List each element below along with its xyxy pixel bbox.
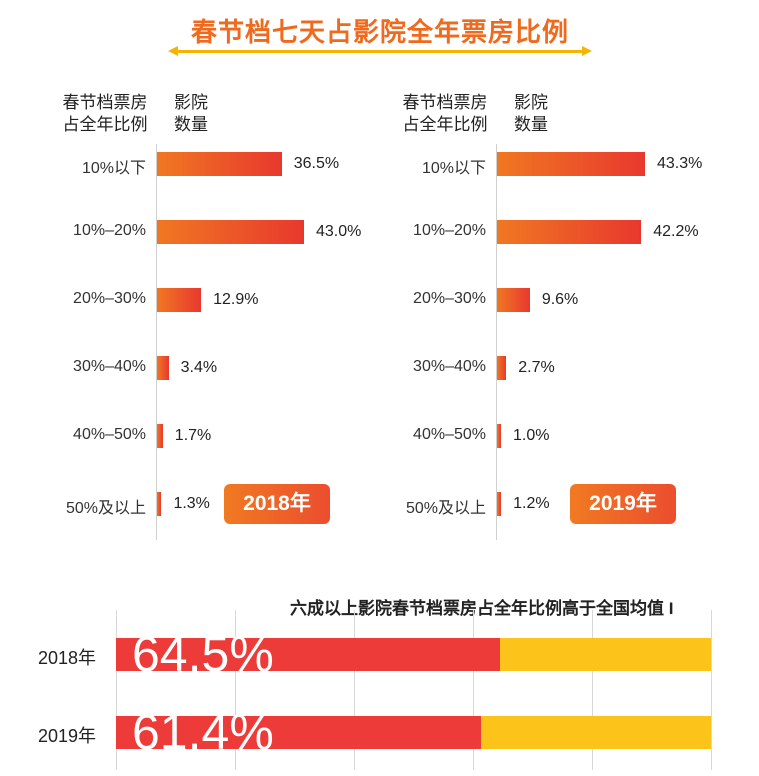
year-badge-2018: 2018年 <box>224 484 330 524</box>
bar <box>157 492 162 516</box>
stacked-bar-value <box>116 638 500 671</box>
stacked-bar-value <box>116 716 482 749</box>
category-label: 30%–40% <box>73 358 146 375</box>
category-label: 10%–20% <box>413 222 486 239</box>
year-badge-2019: 2019年 <box>570 484 676 524</box>
data-label: 1.2% <box>513 495 550 512</box>
data-label: 64.5% <box>132 626 274 682</box>
grid-line <box>592 610 593 770</box>
data-label: 61.4% <box>132 704 274 760</box>
category-label: 50%及以上 <box>65 500 146 517</box>
category-label: 10%–20% <box>73 222 146 239</box>
panel-2019: 春节档票房 占全年比例 影院 数量 2019年 10%以下 43.3% 10%–20% 4… <box>374 92 714 542</box>
category-axis-header: 春节档票房 占全年比例 <box>62 93 148 134</box>
category-label: 40%–50% <box>413 426 486 443</box>
chart-title-banner: 春节档七天占影院全年票房比例 <box>168 8 592 56</box>
category-label: 10%以下 <box>81 160 146 177</box>
data-label: 1.0% <box>513 427 550 444</box>
data-label: 1.3% <box>173 495 210 512</box>
bar <box>497 424 501 448</box>
bar <box>497 220 642 244</box>
grid-line <box>473 610 474 770</box>
panel-2018: 春节档票房 占全年比例 影院 数量 2018年 10%以下 36.5% 10%–20% 4… <box>34 92 374 542</box>
category-axis-header: 春节档票房 占全年比例 <box>402 93 488 134</box>
category-label: 2018年 <box>38 648 97 668</box>
category-label: 30%–40% <box>413 358 486 375</box>
bar <box>497 356 507 380</box>
category-label: 20%–30% <box>413 290 486 307</box>
value-axis-header: 影院 数量 <box>514 93 548 134</box>
category-label: 40%–50% <box>73 426 146 443</box>
comparison-title: 六成以上影院春节档票房占全年比例高于全国均值 I <box>290 599 674 618</box>
category-label: 50%及以上 <box>405 500 486 517</box>
grid-line <box>116 610 117 770</box>
grid-line <box>235 610 236 770</box>
category-label: 20%–30% <box>73 290 146 307</box>
data-label: 9.6% <box>541 291 579 308</box>
data-label: 3.4% <box>180 359 218 376</box>
stacked-bar-remainder: 61.4% <box>116 704 711 760</box>
data-label: 12.9% <box>213 291 259 308</box>
category-label: 10%以下 <box>421 160 486 177</box>
bar <box>497 152 645 176</box>
data-label: 43.3% <box>657 155 703 172</box>
bar <box>157 152 282 176</box>
category-axis-line <box>156 144 157 540</box>
value-axis-header: 影院 数量 <box>174 93 208 134</box>
data-label: 1.7% <box>174 427 212 444</box>
bar <box>157 356 169 380</box>
title-underline <box>168 46 592 56</box>
stacked-bar-remainder: 64.5% <box>116 626 711 682</box>
bar <box>497 288 530 312</box>
data-label: 43.0% <box>315 223 362 240</box>
bar <box>157 424 163 448</box>
data-label: 42.2% <box>653 223 699 240</box>
chart-title: 春节档七天占影院全年票房比例 <box>190 17 569 47</box>
grid-line <box>711 610 712 770</box>
category-label: 2019年 <box>38 726 97 746</box>
data-label: 2.7% <box>518 359 555 376</box>
category-axis-line <box>496 144 497 540</box>
comparison-chart: 2018年 64.5% 2019年 61.4% <box>0 610 759 776</box>
bar <box>157 288 202 312</box>
grid-line <box>354 610 355 770</box>
data-label: 36.5% <box>293 155 340 172</box>
bar <box>497 492 502 516</box>
bar <box>157 220 304 244</box>
